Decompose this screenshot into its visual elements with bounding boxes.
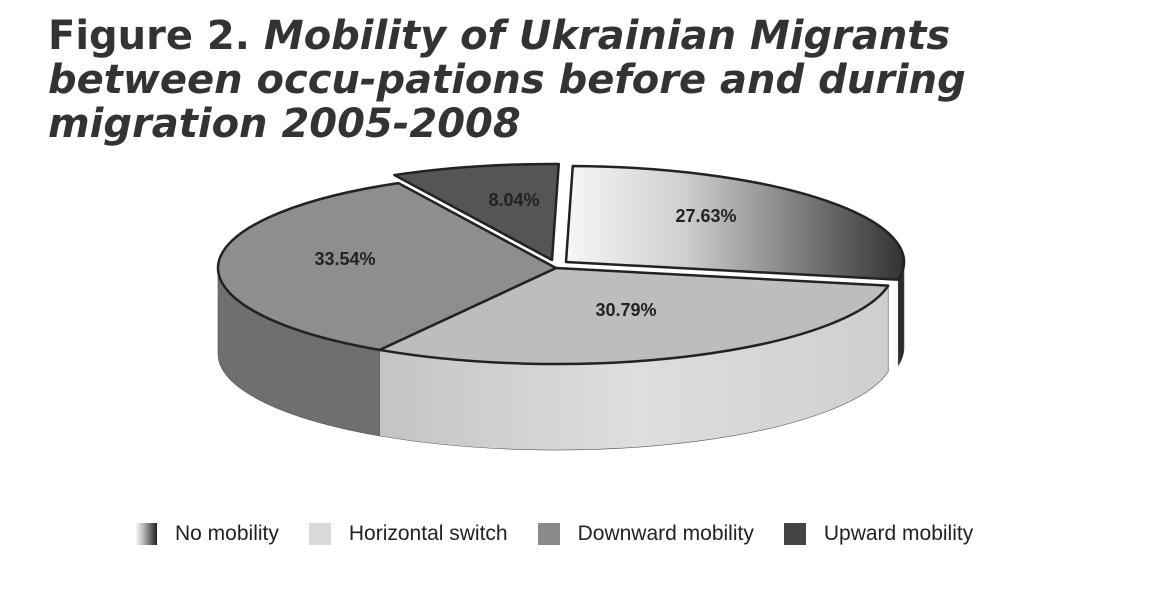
legend-label-downward-mobility: Downward mobility xyxy=(577,522,754,545)
legend-item-horizontal-switch: Horizontal switch xyxy=(308,522,508,546)
legend-item-downward-mobility: Downward mobility xyxy=(537,522,754,546)
chart-title-lead: Figure 2. xyxy=(48,13,250,59)
legend-swatch-horizontal-switch xyxy=(308,523,331,545)
legend-item-upward-mobility: Upward mobility xyxy=(783,522,974,546)
legend-label-no-mobility: No mobility xyxy=(175,522,279,545)
legend-swatch-no-mobility xyxy=(135,523,157,545)
slice-label-no-mobility: 27.63% xyxy=(675,206,736,226)
pie-sides xyxy=(217,261,905,451)
pie-slice-upward-mobility xyxy=(393,162,561,262)
legend-swatch-downward-mobility xyxy=(537,523,560,545)
legend-label-horizontal-switch: Horizontal switch xyxy=(348,522,508,545)
legend-label-upward-mobility: Upward mobility xyxy=(823,522,974,545)
pie-slice-downward-mobility xyxy=(216,181,558,352)
pie-tops xyxy=(216,162,906,366)
pie-chart: 27.63% 30.79% 33.54% 8.04% xyxy=(216,162,906,451)
pie-labels: 27.63% 30.79% 33.54% 8.04% xyxy=(314,190,736,320)
slice-label-downward-mobility: 33.54% xyxy=(314,249,375,269)
legend-swatch-upward-mobility xyxy=(783,523,806,545)
pie-slice-no-mobility xyxy=(564,164,906,281)
chart-title: Figure 2. Mobility of Ukrainian Migrants… xyxy=(48,14,1138,146)
slice-label-upward-mobility: 8.04% xyxy=(488,190,539,210)
legend: No mobility Horizontal switch Downward m… xyxy=(135,520,1003,548)
slice-label-horizontal-switch: 30.79% xyxy=(595,300,656,320)
legend-item-no-mobility: No mobility xyxy=(135,522,279,546)
chart-title-text: Mobility of Ukrainian Migrants between o… xyxy=(48,13,966,147)
